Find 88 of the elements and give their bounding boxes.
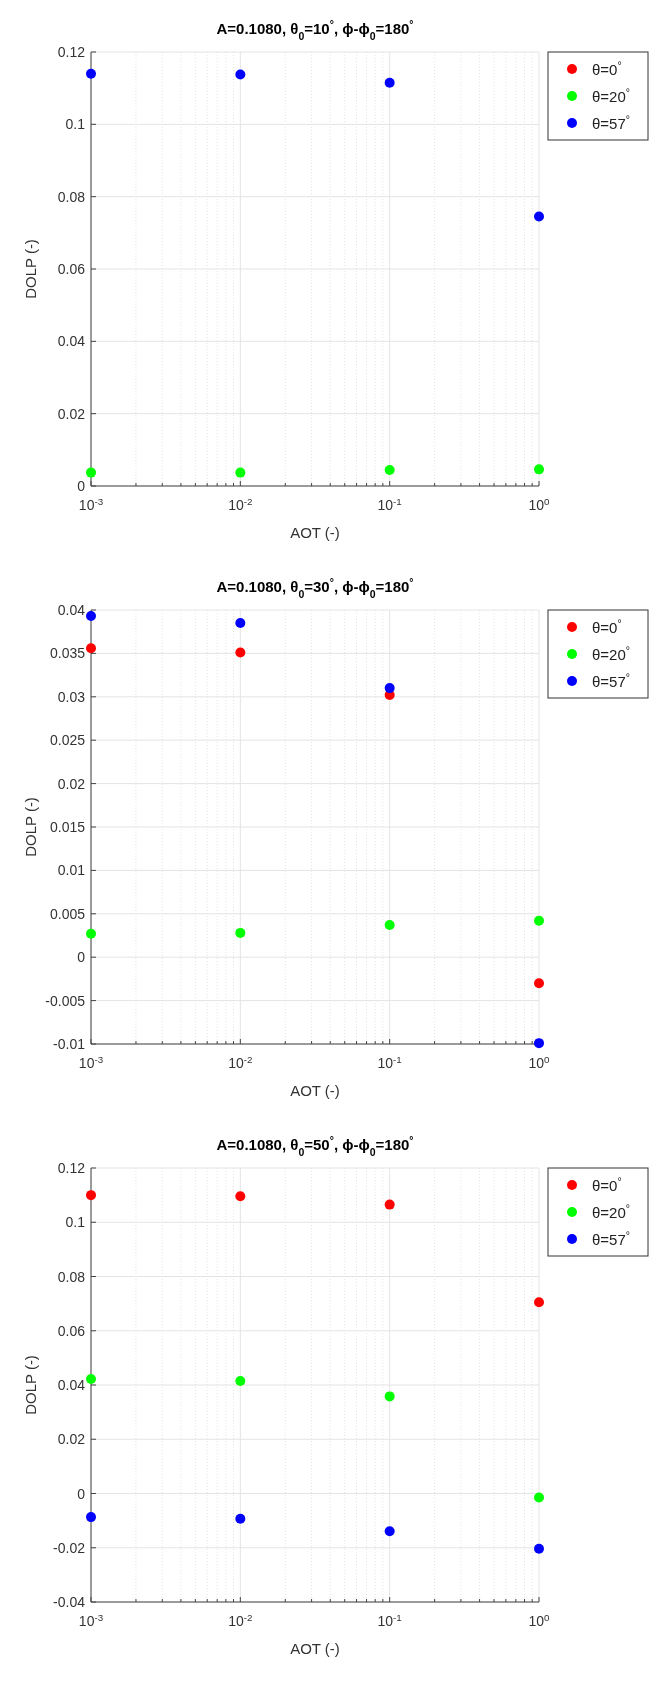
point (86, 611, 96, 622)
y-axis-title: DOLP (-) (22, 239, 39, 299)
y-tick-label: 0.02 (57, 775, 86, 792)
point (86, 467, 96, 478)
point (534, 1543, 544, 1554)
point (384, 1391, 395, 1402)
y-tick-label: 0.12 (57, 44, 86, 60)
x-tick-label: 10$^{-3}$ (78, 1053, 104, 1071)
point (235, 69, 246, 80)
y-tick-label: 0.01 (57, 862, 86, 879)
point (86, 1190, 96, 1201)
point (384, 77, 395, 88)
legend-label: θ=57$^{°}$ (592, 113, 630, 132)
x-tick-label: 10$^{0}$ (528, 495, 551, 513)
y-tick-label: 0.04 (57, 1377, 86, 1393)
y-tick-label: 0.08 (57, 188, 86, 205)
y-tick-label: 0.04 (57, 333, 86, 350)
legend-label: θ=20$^{°}$ (592, 1202, 630, 1221)
point (384, 1199, 395, 1210)
point (384, 1526, 395, 1537)
x-axis-title: AOT (-) (290, 1640, 340, 1657)
legend-label: θ=57$^{°}$ (592, 671, 630, 690)
chart-title: A=0.1080, θ$_{0}$=50$^{°}$, ϕ-ϕ$_{0}$=180$^{°}$ (216, 1134, 414, 1158)
point (534, 464, 544, 475)
point (534, 1038, 544, 1049)
point (86, 1512, 96, 1523)
x-axis-title: AOT (-) (290, 1082, 340, 1099)
y-tick-label: 0.06 (57, 261, 86, 277)
x-tick-label: 10$^{-2}$ (228, 1053, 253, 1071)
point (384, 683, 395, 694)
y-tick-label: 0 (77, 478, 86, 494)
point (235, 927, 246, 938)
x-axis-title: AOT (-) (290, 524, 340, 541)
y-axis-title: DOLP (-) (22, 1355, 39, 1415)
chart-title: A=0.1080, θ$_{0}$=30$^{°}$, ϕ-ϕ$_{0}$=180$^{°}$ (216, 576, 414, 600)
legend-label: θ=20$^{°}$ (592, 644, 630, 663)
y-axis-title: DOLP (-) (22, 797, 39, 857)
point (235, 1191, 246, 1202)
y-tick-label: 0.1 (65, 116, 86, 133)
y-tick-label: 0.005 (49, 905, 86, 922)
legend-label: θ=0$^{°}$ (592, 59, 622, 78)
legend-label: θ=20$^{°}$ (592, 86, 630, 105)
point (235, 1513, 246, 1524)
legend-label: θ=0$^{°}$ (592, 1175, 622, 1194)
point (384, 465, 395, 476)
legend-label: θ=0$^{°}$ (592, 617, 622, 636)
y-tick-label: 0 (77, 1485, 86, 1502)
point (235, 647, 246, 658)
y-tick-label: 0.025 (49, 732, 86, 749)
x-tick-label: 10$^{-1}$ (377, 1611, 402, 1629)
y-tick-label: 0.035 (49, 645, 86, 662)
y-tick-label: 0.02 (57, 405, 86, 422)
y-tick-label: 0.06 (57, 1322, 86, 1339)
point (534, 915, 544, 926)
x-tick-label: 10$^{-1}$ (377, 1053, 402, 1071)
y-tick-label: 0.03 (57, 688, 86, 705)
x-tick-label: 10$^{-2}$ (228, 1611, 253, 1629)
x-tick-label: 10$^{0}$ (528, 1053, 551, 1071)
y-tick-label: 0.12 (57, 1160, 86, 1176)
y-tick-label: 0.04 (57, 602, 86, 618)
point (86, 68, 96, 79)
y-tick-label: 0.02 (57, 1431, 86, 1448)
point (86, 928, 96, 939)
point (534, 1492, 544, 1503)
point (86, 643, 96, 654)
chart-title: A=0.1080, θ$_{0}$=10$^{°}$, ϕ-ϕ$_{0}$=180$^{°}$ (216, 18, 414, 42)
y-tick-label: -0.005 (45, 992, 86, 1009)
x-tick-label: 10$^{-2}$ (228, 495, 253, 513)
x-tick-label: 10$^{-3}$ (78, 495, 104, 513)
y-tick-label: 0.015 (49, 819, 86, 835)
point (235, 1375, 246, 1386)
point (534, 211, 544, 222)
x-tick-label: 10$^{-1}$ (377, 495, 402, 513)
point (534, 978, 544, 989)
point (86, 1374, 96, 1385)
point (384, 920, 395, 931)
y-tick-label: 0 (77, 949, 86, 966)
point (534, 1297, 544, 1308)
point (235, 618, 246, 629)
y-tick-label: -0.04 (53, 1594, 86, 1610)
x-tick-label: 10$^{0}$ (528, 1611, 551, 1629)
y-tick-label: 0.08 (57, 1268, 86, 1285)
x-tick-label: 10$^{-3}$ (78, 1611, 104, 1629)
point (235, 467, 246, 478)
y-tick-label: -0.02 (53, 1539, 86, 1556)
legend-label: θ=57$^{°}$ (592, 1229, 630, 1248)
y-tick-label: -0.01 (53, 1036, 86, 1052)
y-tick-label: 0.1 (65, 1214, 86, 1231)
